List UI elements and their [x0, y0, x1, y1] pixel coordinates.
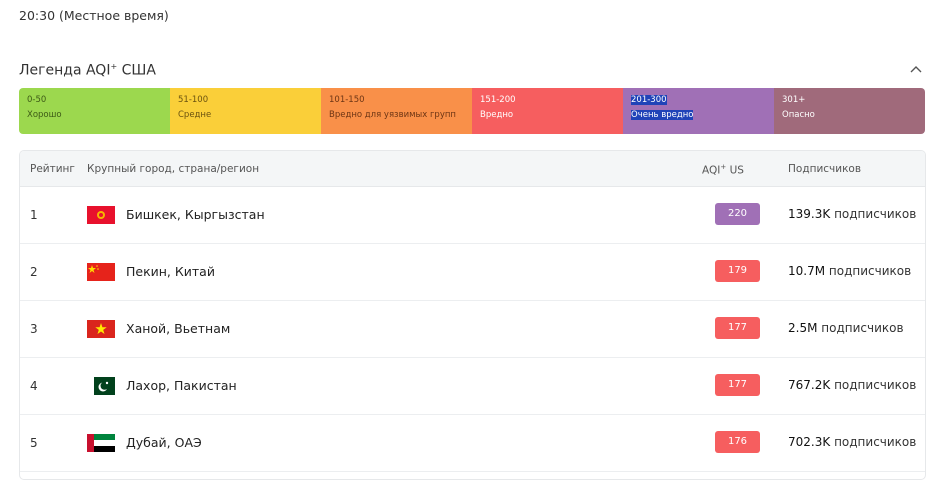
legend-label: Средне — [178, 110, 212, 120]
city-link[interactable]: Ханой, Вьетнам — [126, 321, 231, 336]
rank: 5 — [30, 436, 38, 450]
rank: 2 — [30, 265, 38, 279]
header-rank: Рейтинг — [30, 163, 75, 175]
legend-segment: 101-150 Вредно для уязвимых групп — [321, 88, 472, 134]
city-link[interactable]: Дубай, ОАЭ — [126, 435, 202, 450]
rank: 3 — [30, 322, 38, 336]
kyrgyzstan-flag-icon — [87, 206, 115, 224]
subscribers: 767.2K подписчиков — [788, 378, 917, 392]
aqi-badge: 179 — [715, 260, 760, 282]
legend-segment: 201-300 Очень вредно — [623, 88, 774, 134]
aqi-badge: 177 — [715, 374, 760, 396]
aqi-badge: 176 — [715, 431, 760, 453]
uae-flag-icon — [87, 434, 115, 452]
header-subscribers: Подписчиков — [788, 163, 862, 175]
legend-range: 51-100 — [178, 95, 209, 105]
legend-range: 151-200 — [480, 95, 516, 105]
table-row[interactable]: 3 Ханой, Вьетнам 177 2.5M подписчиков — [20, 301, 925, 358]
vietnam-flag-icon — [87, 320, 115, 338]
legend-label: Вредно для уязвимых групп — [329, 110, 456, 120]
city-link[interactable]: Бишкек, Кыргызстан — [126, 207, 265, 222]
aqi-badge: 220 — [715, 203, 760, 225]
city-link[interactable]: Пекин, Китай — [126, 264, 215, 279]
aqi-legend-bar: 0-50 Хорошо 51-100 Средне 101-150 Вредно для … — [19, 88, 925, 134]
city-link[interactable]: Лахор, Пакистан — [126, 378, 237, 393]
local-time: 20:30 (Местное время) — [19, 8, 169, 23]
legend-segment: 301+ Опасно — [774, 88, 925, 134]
table-row[interactable]: 4 Лахор, Пакистан 177 767.2K подписчиков — [20, 358, 925, 415]
legend-range: 0-50 — [27, 95, 47, 105]
subscribers: 10.7M подписчиков — [788, 264, 912, 278]
subscribers: 139.3K подписчиков — [788, 207, 917, 221]
rank: 4 — [30, 379, 38, 393]
subscribers: 702.3K подписчиков — [788, 435, 917, 449]
china-flag-icon — [87, 263, 115, 281]
legend-label: Хорошо — [27, 110, 62, 120]
table-row[interactable]: 2 Пекин, Китай 179 10.7M подписчиков — [20, 244, 925, 301]
pakistan-flag-icon — [87, 377, 115, 395]
legend-range: 201-300 — [631, 95, 667, 105]
table-header: Рейтинг Крупный город, страна/регион AQI… — [20, 151, 925, 187]
subscribers: 2.5M подписчиков — [788, 321, 904, 335]
aqi-badge: 177 — [715, 317, 760, 339]
legend-title: Легенда AQI+ США — [19, 62, 156, 79]
city-ranking-table: Рейтинг Крупный город, страна/регион AQI… — [19, 150, 926, 480]
legend-label: Вредно — [480, 110, 514, 120]
table-row[interactable]: 1 Бишкек, Кыргызстан 220 139.3K подписчи… — [20, 187, 925, 244]
legend-range: 301+ — [782, 95, 806, 105]
header-aqi: AQI+ US — [702, 163, 744, 177]
legend-segment: 151-200 Вредно — [472, 88, 623, 134]
header-city: Крупный город, страна/регион — [87, 163, 260, 175]
table-row[interactable]: 5 Дубай, ОАЭ 176 702.3K подписчиков — [20, 415, 925, 472]
rank: 1 — [30, 208, 38, 222]
legend-label: Опасно — [782, 110, 815, 120]
legend-segment: 51-100 Средне — [170, 88, 321, 134]
legend-segment: 0-50 Хорошо — [19, 88, 170, 134]
chevron-up-icon[interactable] — [908, 62, 924, 76]
legend-label: Очень вредно — [631, 110, 694, 120]
legend-range: 101-150 — [329, 95, 365, 105]
